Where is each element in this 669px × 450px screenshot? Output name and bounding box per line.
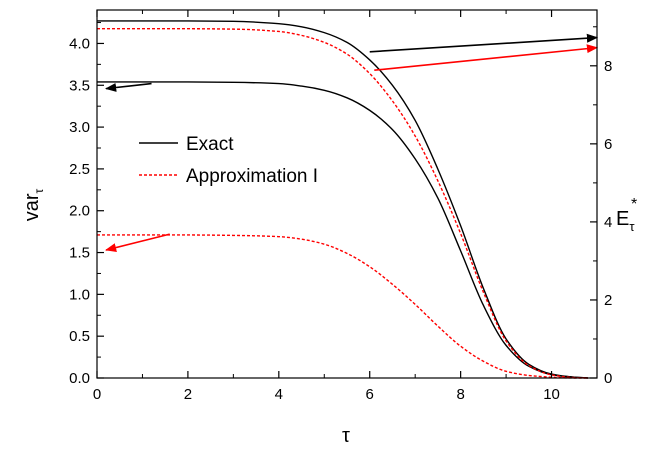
legend: Exact Approximation I <box>139 134 318 187</box>
legend-label-exact: Exact <box>186 134 234 155</box>
x-tick-label: 2 <box>184 386 192 403</box>
y-right-axis-title: Eτ * <box>616 196 637 234</box>
legend-label-approximation: Approximation I <box>186 166 318 187</box>
y-left-tick-label: 2.0 <box>69 203 90 220</box>
x-tick-label: 10 <box>543 386 560 403</box>
x-tick-label: 6 <box>366 386 374 403</box>
annotation-arrow-1 <box>369 33 599 53</box>
y-right-tick-label: 4 <box>604 214 612 231</box>
y-left-tick-label: 3.5 <box>69 77 90 94</box>
y-right-tick-label: 2 <box>604 292 612 309</box>
y-right-tick-label: 0 <box>604 370 612 387</box>
series-layer <box>96 20 588 379</box>
annotation-arrows <box>104 33 599 252</box>
y-right-axis-title-sup: * <box>631 196 637 213</box>
y-right-axis-title-base: E <box>616 208 629 230</box>
y-right-tick-label: 8 <box>604 58 612 75</box>
y-left-tick-label: 0.5 <box>69 328 90 345</box>
y-left-tick-label: 3.0 <box>69 119 90 136</box>
x-axis-title: τ <box>342 425 350 447</box>
series-line-exact-left-axis <box>97 81 588 379</box>
y-left-tick-label: 1.0 <box>69 286 90 303</box>
x-tick-label: 8 <box>456 386 464 403</box>
y-left-tick-label: 0.0 <box>69 370 90 387</box>
y-right-tick-label: 6 <box>604 136 612 153</box>
axes: 0 2 4 6 8 10 0.0 0.5 1.0 1.5 2.0 2.5 3.0 3.5 4.0 0 2 4 6 8 <box>69 9 612 403</box>
y-left-tick-label: 4.0 <box>69 35 90 52</box>
series-line-approximation-left-axis <box>97 234 588 379</box>
series-line-exact-right-axis <box>97 20 588 379</box>
x-tick-label: 4 <box>275 386 283 403</box>
annotation-arrow-2 <box>104 82 152 92</box>
y-left-tick-label: 1.5 <box>69 245 90 262</box>
y-left-axis-title-sub: τ <box>32 188 46 193</box>
y-right-axis-title-sub: τ <box>629 219 635 234</box>
annotation-arrow-3 <box>374 44 599 72</box>
y-left-axis-title-base: var <box>21 193 43 221</box>
series-line-approximation-right-axis <box>96 28 588 379</box>
plot-frame <box>96 9 598 379</box>
annotation-arrow-4 <box>105 233 170 252</box>
y-left-tick-label: 2.5 <box>69 161 90 178</box>
y-left-axis-title: varτ <box>21 188 46 221</box>
x-tick-label: 0 <box>93 386 101 403</box>
